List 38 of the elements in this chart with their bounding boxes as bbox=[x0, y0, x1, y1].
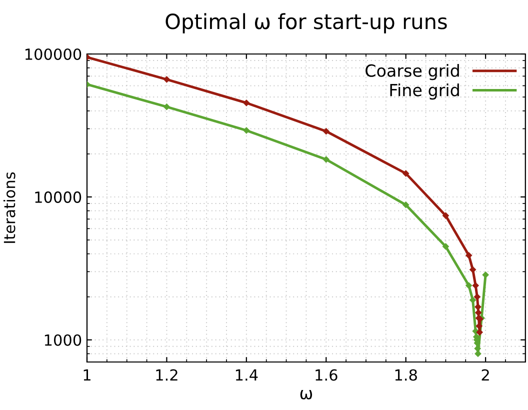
point bbox=[322, 156, 330, 163]
point bbox=[442, 243, 449, 250]
point bbox=[472, 282, 479, 289]
x-tick-label: 1.6 bbox=[316, 369, 338, 381]
x-tick-label: 1.4 bbox=[236, 369, 258, 381]
x-tick-label: 1.2 bbox=[156, 369, 178, 381]
point bbox=[402, 202, 409, 208]
point bbox=[164, 104, 170, 110]
x-axis-title: ω bbox=[300, 390, 312, 400]
chart-title: Optimal ω for start-up runs bbox=[166, 13, 447, 34]
y-tick-label: 100000 bbox=[25, 48, 82, 60]
point bbox=[470, 266, 476, 273]
x-tick-label: 1 bbox=[84, 369, 90, 381]
point bbox=[466, 252, 472, 259]
point bbox=[470, 296, 476, 304]
point bbox=[472, 328, 479, 334]
y-tick-label: 10000 bbox=[35, 191, 82, 203]
y-axis-title: Iterations bbox=[3, 172, 16, 243]
y-tick-label: 1000 bbox=[44, 334, 82, 346]
point bbox=[466, 282, 472, 289]
point bbox=[402, 170, 409, 177]
point bbox=[474, 304, 482, 310]
point bbox=[474, 294, 480, 300]
point bbox=[243, 100, 250, 106]
point bbox=[243, 127, 250, 134]
point bbox=[475, 310, 482, 316]
point bbox=[482, 272, 489, 278]
x-tick-label: 2 bbox=[482, 369, 489, 381]
point bbox=[442, 212, 449, 219]
legend-label: Fine grid bbox=[390, 83, 459, 100]
x-tick-label: 1.8 bbox=[395, 369, 417, 381]
point bbox=[474, 350, 482, 357]
legend-label: Coarse grid bbox=[366, 64, 459, 80]
point bbox=[322, 128, 330, 134]
point bbox=[476, 322, 482, 330]
point bbox=[164, 76, 170, 83]
point bbox=[476, 329, 483, 336]
point bbox=[474, 345, 481, 352]
